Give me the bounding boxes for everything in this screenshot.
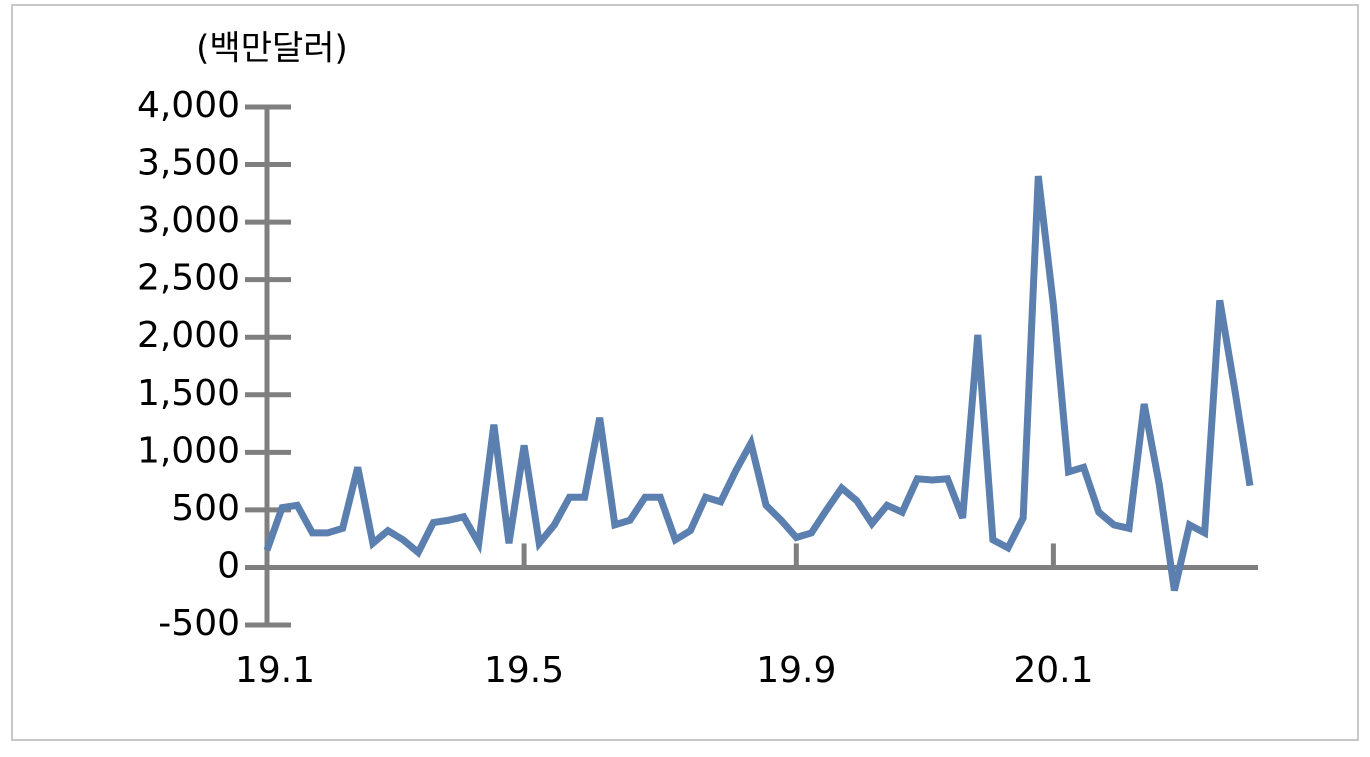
x-tick-label: 19.9	[756, 650, 836, 691]
y-tick-label: 2,000	[137, 315, 240, 356]
y-tick-label: 3,500	[137, 143, 240, 184]
data-line	[263, 175, 1254, 592]
chart-frame	[11, 4, 1359, 741]
y-tick-label: -500	[158, 603, 240, 644]
x-tick-label: 19.1	[235, 650, 315, 691]
y-tick-label: 2,500	[137, 258, 240, 299]
x-tick-label: 19.5	[484, 650, 564, 691]
y-tick-label: 1,000	[137, 430, 240, 471]
y-tick-label: 0	[217, 545, 240, 586]
y-tick-label: 4,000	[137, 85, 240, 126]
y-tick-label: 3,000	[137, 200, 240, 241]
y-tick-label: 500	[171, 488, 240, 529]
y-axis-label: (백만달러)	[196, 29, 348, 69]
y-tick-label: 1,500	[137, 373, 240, 414]
x-tick-label: 20.1	[1013, 650, 1093, 691]
